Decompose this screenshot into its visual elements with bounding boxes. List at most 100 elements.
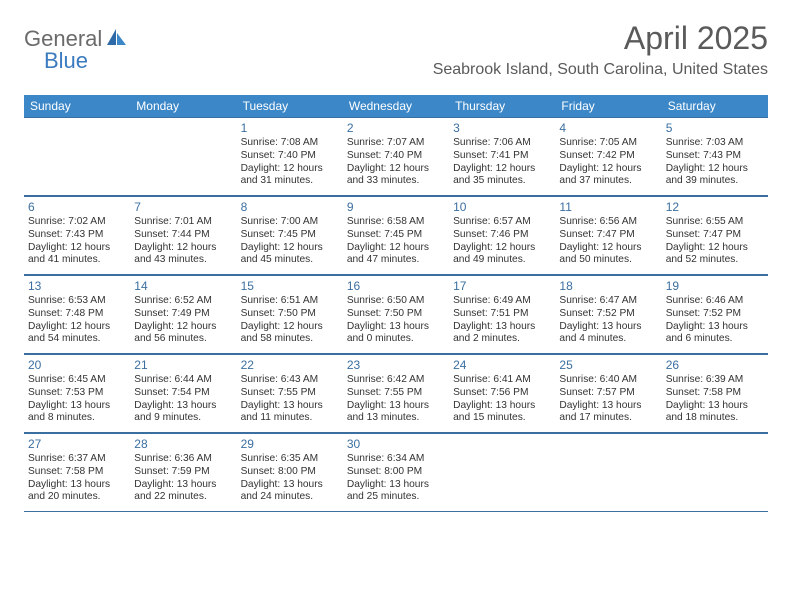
day-info: Sunrise: 6:45 AMSunset: 7:53 PMDaylight:…	[28, 374, 126, 425]
day-number: 17	[453, 279, 551, 294]
dow-cell: Sunday	[24, 95, 130, 117]
week-row: 13Sunrise: 6:53 AMSunset: 7:48 PMDayligh…	[24, 275, 768, 354]
dow-cell: Saturday	[662, 95, 768, 117]
day-info: Sunrise: 6:57 AMSunset: 7:46 PMDaylight:…	[453, 216, 551, 267]
empty-cell	[555, 433, 661, 511]
day-cell: 11Sunrise: 6:56 AMSunset: 7:47 PMDayligh…	[555, 196, 661, 274]
day-cell: 23Sunrise: 6:42 AMSunset: 7:55 PMDayligh…	[343, 354, 449, 432]
day-cell: 13Sunrise: 6:53 AMSunset: 7:48 PMDayligh…	[24, 275, 130, 353]
day-number: 24	[453, 358, 551, 373]
week-row: 20Sunrise: 6:45 AMSunset: 7:53 PMDayligh…	[24, 354, 768, 433]
day-number: 2	[347, 121, 445, 136]
dow-cell: Monday	[130, 95, 236, 117]
day-cell: 7Sunrise: 7:01 AMSunset: 7:44 PMDaylight…	[130, 196, 236, 274]
day-cell: 14Sunrise: 6:52 AMSunset: 7:49 PMDayligh…	[130, 275, 236, 353]
day-number: 14	[134, 279, 232, 294]
day-info: Sunrise: 7:06 AMSunset: 7:41 PMDaylight:…	[453, 137, 551, 188]
day-cell: 2Sunrise: 7:07 AMSunset: 7:40 PMDaylight…	[343, 117, 449, 195]
day-info: Sunrise: 6:56 AMSunset: 7:47 PMDaylight:…	[559, 216, 657, 267]
day-number: 15	[241, 279, 339, 294]
day-number: 6	[28, 200, 126, 215]
day-number: 10	[453, 200, 551, 215]
day-cell: 22Sunrise: 6:43 AMSunset: 7:55 PMDayligh…	[237, 354, 343, 432]
day-number: 12	[666, 200, 764, 215]
day-cell: 6Sunrise: 7:02 AMSunset: 7:43 PMDaylight…	[24, 196, 130, 274]
day-info: Sunrise: 7:01 AMSunset: 7:44 PMDaylight:…	[134, 216, 232, 267]
empty-cell	[449, 433, 555, 511]
logo: General Blue	[24, 26, 128, 52]
logo-sail-icon	[106, 27, 128, 52]
day-info: Sunrise: 7:05 AMSunset: 7:42 PMDaylight:…	[559, 137, 657, 188]
day-cell: 8Sunrise: 7:00 AMSunset: 7:45 PMDaylight…	[237, 196, 343, 274]
day-cell: 17Sunrise: 6:49 AMSunset: 7:51 PMDayligh…	[449, 275, 555, 353]
day-number: 27	[28, 437, 126, 452]
day-number: 28	[134, 437, 232, 452]
day-cell: 20Sunrise: 6:45 AMSunset: 7:53 PMDayligh…	[24, 354, 130, 432]
day-number: 21	[134, 358, 232, 373]
day-cell: 27Sunrise: 6:37 AMSunset: 7:58 PMDayligh…	[24, 433, 130, 511]
day-info: Sunrise: 7:00 AMSunset: 7:45 PMDaylight:…	[241, 216, 339, 267]
day-info: Sunrise: 6:42 AMSunset: 7:55 PMDaylight:…	[347, 374, 445, 425]
empty-cell	[662, 433, 768, 511]
month-title: April 2025	[433, 20, 768, 57]
day-info: Sunrise: 6:49 AMSunset: 7:51 PMDaylight:…	[453, 295, 551, 346]
day-cell: 24Sunrise: 6:41 AMSunset: 7:56 PMDayligh…	[449, 354, 555, 432]
day-info: Sunrise: 6:50 AMSunset: 7:50 PMDaylight:…	[347, 295, 445, 346]
day-info: Sunrise: 7:03 AMSunset: 7:43 PMDaylight:…	[666, 137, 764, 188]
header: General Blue April 2025 Seabrook Island,…	[0, 0, 792, 85]
day-cell: 12Sunrise: 6:55 AMSunset: 7:47 PMDayligh…	[662, 196, 768, 274]
day-info: Sunrise: 6:51 AMSunset: 7:50 PMDaylight:…	[241, 295, 339, 346]
day-cell: 29Sunrise: 6:35 AMSunset: 8:00 PMDayligh…	[237, 433, 343, 511]
day-info: Sunrise: 6:34 AMSunset: 8:00 PMDaylight:…	[347, 453, 445, 504]
day-cell: 19Sunrise: 6:46 AMSunset: 7:52 PMDayligh…	[662, 275, 768, 353]
empty-cell	[24, 117, 130, 195]
day-number: 16	[347, 279, 445, 294]
day-number: 1	[241, 121, 339, 136]
day-info: Sunrise: 6:37 AMSunset: 7:58 PMDaylight:…	[28, 453, 126, 504]
day-info: Sunrise: 6:58 AMSunset: 7:45 PMDaylight:…	[347, 216, 445, 267]
day-cell: 25Sunrise: 6:40 AMSunset: 7:57 PMDayligh…	[555, 354, 661, 432]
day-cell: 15Sunrise: 6:51 AMSunset: 7:50 PMDayligh…	[237, 275, 343, 353]
day-number: 13	[28, 279, 126, 294]
day-cell: 18Sunrise: 6:47 AMSunset: 7:52 PMDayligh…	[555, 275, 661, 353]
logo-text-blue: Blue	[44, 48, 88, 74]
calendar: SundayMondayTuesdayWednesdayThursdayFrid…	[24, 95, 768, 512]
day-cell: 9Sunrise: 6:58 AMSunset: 7:45 PMDaylight…	[343, 196, 449, 274]
dow-header-row: SundayMondayTuesdayWednesdayThursdayFrid…	[24, 95, 768, 117]
day-cell: 1Sunrise: 7:08 AMSunset: 7:40 PMDaylight…	[237, 117, 343, 195]
day-number: 29	[241, 437, 339, 452]
day-info: Sunrise: 7:08 AMSunset: 7:40 PMDaylight:…	[241, 137, 339, 188]
day-number: 25	[559, 358, 657, 373]
day-info: Sunrise: 7:02 AMSunset: 7:43 PMDaylight:…	[28, 216, 126, 267]
day-info: Sunrise: 6:43 AMSunset: 7:55 PMDaylight:…	[241, 374, 339, 425]
day-number: 9	[347, 200, 445, 215]
day-cell: 28Sunrise: 6:36 AMSunset: 7:59 PMDayligh…	[130, 433, 236, 511]
day-info: Sunrise: 6:35 AMSunset: 8:00 PMDaylight:…	[241, 453, 339, 504]
week-row: 6Sunrise: 7:02 AMSunset: 7:43 PMDaylight…	[24, 196, 768, 275]
empty-cell	[130, 117, 236, 195]
day-number: 7	[134, 200, 232, 215]
day-cell: 10Sunrise: 6:57 AMSunset: 7:46 PMDayligh…	[449, 196, 555, 274]
day-info: Sunrise: 6:36 AMSunset: 7:59 PMDaylight:…	[134, 453, 232, 504]
day-number: 23	[347, 358, 445, 373]
day-cell: 30Sunrise: 6:34 AMSunset: 8:00 PMDayligh…	[343, 433, 449, 511]
day-number: 19	[666, 279, 764, 294]
day-info: Sunrise: 6:53 AMSunset: 7:48 PMDaylight:…	[28, 295, 126, 346]
day-info: Sunrise: 6:55 AMSunset: 7:47 PMDaylight:…	[666, 216, 764, 267]
dow-cell: Tuesday	[237, 95, 343, 117]
day-cell: 16Sunrise: 6:50 AMSunset: 7:50 PMDayligh…	[343, 275, 449, 353]
day-number: 8	[241, 200, 339, 215]
dow-cell: Thursday	[449, 95, 555, 117]
day-number: 4	[559, 121, 657, 136]
day-info: Sunrise: 7:07 AMSunset: 7:40 PMDaylight:…	[347, 137, 445, 188]
day-number: 26	[666, 358, 764, 373]
day-cell: 5Sunrise: 7:03 AMSunset: 7:43 PMDaylight…	[662, 117, 768, 195]
day-info: Sunrise: 6:41 AMSunset: 7:56 PMDaylight:…	[453, 374, 551, 425]
day-number: 20	[28, 358, 126, 373]
day-number: 11	[559, 200, 657, 215]
day-info: Sunrise: 6:46 AMSunset: 7:52 PMDaylight:…	[666, 295, 764, 346]
day-info: Sunrise: 6:44 AMSunset: 7:54 PMDaylight:…	[134, 374, 232, 425]
day-info: Sunrise: 6:47 AMSunset: 7:52 PMDaylight:…	[559, 295, 657, 346]
day-cell: 26Sunrise: 6:39 AMSunset: 7:58 PMDayligh…	[662, 354, 768, 432]
day-number: 22	[241, 358, 339, 373]
